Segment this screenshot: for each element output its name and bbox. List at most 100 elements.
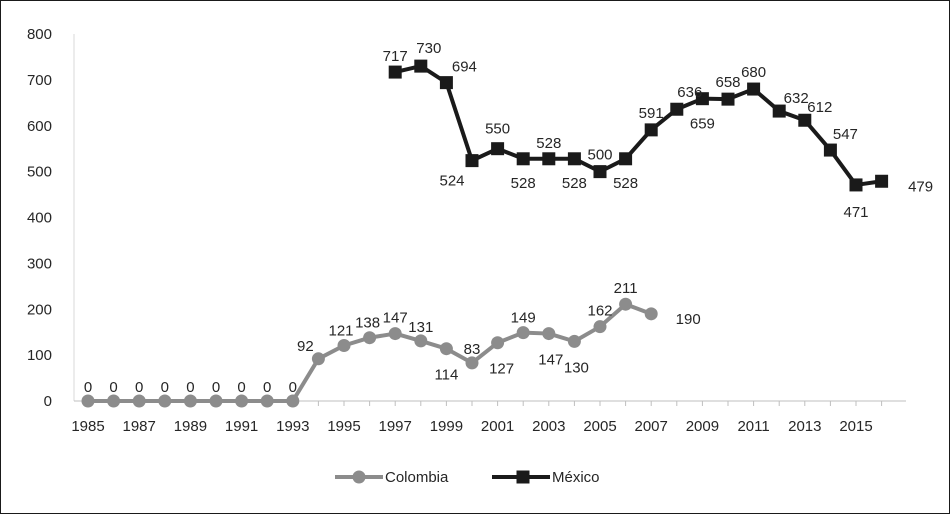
colombia-data-label: 130 (564, 359, 589, 376)
mexico-data-point (414, 59, 428, 73)
mexico-data-label: 658 (715, 74, 740, 91)
legend: Colombia México (335, 469, 600, 486)
mexico-data-point (849, 178, 863, 192)
mexico-data-point (542, 152, 556, 166)
colombia-data-label: 147 (538, 352, 563, 369)
x-tick-label: 1987 (123, 418, 156, 435)
colombia-data-point (286, 394, 300, 408)
colombia-data-point (491, 336, 505, 350)
colombia-data-point (337, 338, 351, 352)
colombia-data-point (260, 394, 274, 408)
series-lines (88, 64, 882, 403)
legend-mexico-label: México (552, 469, 600, 486)
colombia-data-point (542, 327, 556, 341)
mexico-data-label: 528 (562, 175, 587, 192)
mexico-data-point (747, 82, 761, 96)
x-tick-label: 2015 (839, 418, 872, 435)
mexico-data-point (644, 123, 658, 137)
mexico-data-label: 632 (784, 90, 809, 107)
colombia-data-point (235, 394, 249, 408)
colombia-data-label: 0 (263, 379, 271, 396)
colombia-data-label: 83 (464, 341, 481, 358)
colombia-data-label: 114 (434, 367, 458, 384)
legend-colombia-label: Colombia (385, 469, 449, 486)
y-tick-label: 600 (27, 118, 52, 135)
mexico-data-label: 680 (741, 64, 766, 81)
mexico-data-label: 479 (908, 178, 933, 195)
colombia-data-label: 131 (408, 319, 433, 336)
colombia-data-point (644, 307, 658, 321)
colombia-data-label: 211 (614, 280, 638, 297)
mexico-data-label: 591 (639, 105, 664, 122)
mexico-data-point (695, 92, 709, 106)
mexico-data-label: 612 (807, 99, 832, 116)
x-tick-label: 1991 (225, 418, 258, 435)
x-tick-label: 2009 (686, 418, 719, 435)
colombia-data-label: 138 (355, 315, 380, 332)
mexico-data-point (516, 152, 530, 166)
mexico-data-point (670, 102, 684, 116)
colombia-data-label: 0 (186, 379, 194, 396)
colombia-data-label: 162 (587, 303, 612, 320)
y-tick-label: 400 (27, 210, 52, 227)
colombia-data-label: 121 (328, 322, 353, 339)
colombia-data-point (363, 331, 377, 345)
mexico-data-point (567, 152, 581, 166)
mexico-data-point (593, 165, 607, 179)
colombia-data-label: 149 (511, 310, 536, 327)
mexico-data-label: 694 (452, 59, 477, 76)
mexico-data-label: 636 (677, 84, 702, 101)
colombia-data-point (81, 394, 95, 408)
y-tick-label: 700 (27, 72, 52, 89)
x-tick-label: 1985 (71, 418, 104, 435)
mexico-data-label: 524 (439, 173, 464, 190)
colombia-data-point (619, 297, 633, 311)
mexico-data-point (439, 76, 453, 90)
colombia-data-label: 0 (289, 379, 297, 396)
y-tick-label: 100 (27, 347, 52, 364)
x-tick-label: 2011 (737, 418, 769, 435)
x-tick-label: 1997 (379, 418, 412, 435)
colombia-data-point (183, 394, 197, 408)
mexico-data-point (772, 104, 786, 118)
colombia-data-point (388, 327, 402, 341)
mexico-data-label: 659 (690, 116, 715, 133)
mexico-data-label: 717 (383, 48, 408, 65)
x-tick-label: 1989 (174, 418, 207, 435)
mexico-data-label: 528 (613, 175, 638, 192)
colombia-data-label: 0 (212, 379, 220, 396)
colombia-data-point (439, 342, 453, 356)
mexico-data-label: 471 (843, 204, 868, 221)
legend-colombia-marker (352, 470, 366, 484)
colombia-data-label: 147 (383, 310, 408, 327)
mexico-data-label: 528 (511, 175, 536, 192)
x-tick-label: 1995 (327, 418, 360, 435)
x-tick-label: 2005 (583, 418, 616, 435)
y-tick-label: 0 (44, 393, 52, 410)
x-tick-label: 1993 (276, 418, 309, 435)
colombia-data-point (209, 394, 223, 408)
colombia-data-point (158, 394, 172, 408)
colombia-data-point (132, 394, 146, 408)
colombia-data-point (465, 356, 479, 370)
mexico-data-point (465, 154, 479, 168)
x-tick-label: 2007 (635, 418, 668, 435)
colombia-data-label: 0 (237, 379, 245, 396)
colombia-data-label: 0 (161, 379, 169, 396)
mexico-data-label: 547 (833, 126, 858, 143)
mexico-data-point (619, 152, 633, 166)
colombia-data-label: 0 (135, 379, 143, 396)
x-tick-label: 2003 (532, 418, 565, 435)
mexico-data-label: 528 (536, 135, 561, 152)
mexico-data-point (798, 113, 812, 127)
colombia-data-label: 190 (676, 311, 701, 328)
colombia-data-point (593, 320, 607, 334)
mexico-data-label: 550 (485, 121, 510, 138)
x-tick-label: 2013 (788, 418, 821, 435)
y-tick-label: 800 (27, 26, 52, 43)
colombia-data-point (311, 352, 325, 366)
mexico-data-point (388, 65, 402, 79)
